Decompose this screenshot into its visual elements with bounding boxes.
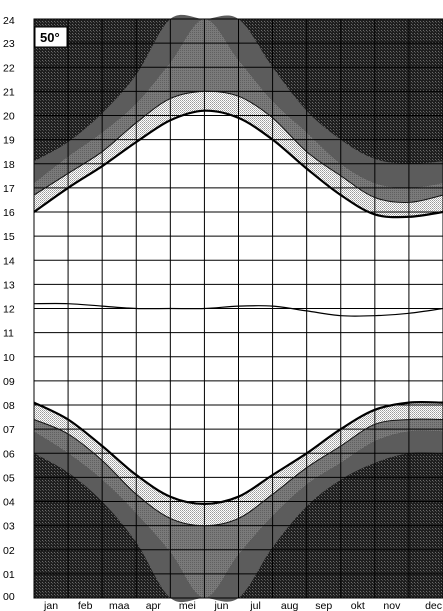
y-tick-label: 14 [3,255,15,267]
x-tick-label: jun [213,600,228,611]
y-tick-label: 13 [3,279,15,291]
x-tick-label: feb [78,600,93,611]
x-tick-label: mei [179,600,196,611]
sunrise-line [33,400,443,506]
y-tick-label: 06 [3,448,15,460]
x-tick-label: maa [109,600,130,611]
y-tick-label: 12 [3,304,15,316]
x-axis-ticks: jan feb maa apr mei jun jul aug sep okt nov dec [43,600,442,611]
y-tick-label: 20 [3,111,15,123]
y-tick-label: 07 [3,424,15,436]
y-tick-label: 15 [3,231,15,243]
series-lines [33,90,443,527]
x-tick-label: jul [249,600,261,611]
y-tick-label: 24 [3,15,15,27]
y-tick-label: 04 [3,497,15,509]
x-tick-label: apr [146,600,162,611]
y-tick-label: 10 [3,352,15,364]
solar-noon-line [33,302,443,317]
y-tick-label: 08 [3,400,15,412]
x-tick-label: aug [281,600,299,611]
y-tick-label: 01 [3,569,15,581]
y-tick-label: 22 [3,62,15,74]
civil-dawn-line [33,418,443,527]
y-axis-ticks: 00 01 02 03 04 05 06 07 08 09 10 11 12 13 14 15 16 17 18 19… [3,15,15,603]
plot-frame [33,18,443,599]
sunset-line [33,109,443,219]
y-tick-label: 11 [3,328,14,340]
y-tick-label: 21 [3,86,15,98]
x-tick-label: dec [425,600,442,611]
x-tick-label: jan [43,600,58,611]
y-tick-label: 03 [3,521,15,533]
x-tick-label: nov [383,600,401,611]
y-tick-label: 17 [3,183,15,195]
latitude-label: 50° [40,30,60,45]
latitude-box: 50° [34,26,68,48]
y-tick-label: 16 [3,207,15,219]
y-tick-label: 02 [3,545,15,557]
civil-dusk-line [33,90,443,203]
x-tick-label: sep [315,600,332,611]
y-tick-label: 05 [3,472,15,484]
grid-lines [33,18,443,599]
y-tick-label: 23 [3,38,15,50]
y-tick-label: 09 [3,376,15,388]
x-tick-label: okt [351,600,365,611]
y-tick-label: 19 [3,135,15,147]
y-tick-label: 00 [3,591,15,603]
y-tick-label: 18 [3,159,15,171]
